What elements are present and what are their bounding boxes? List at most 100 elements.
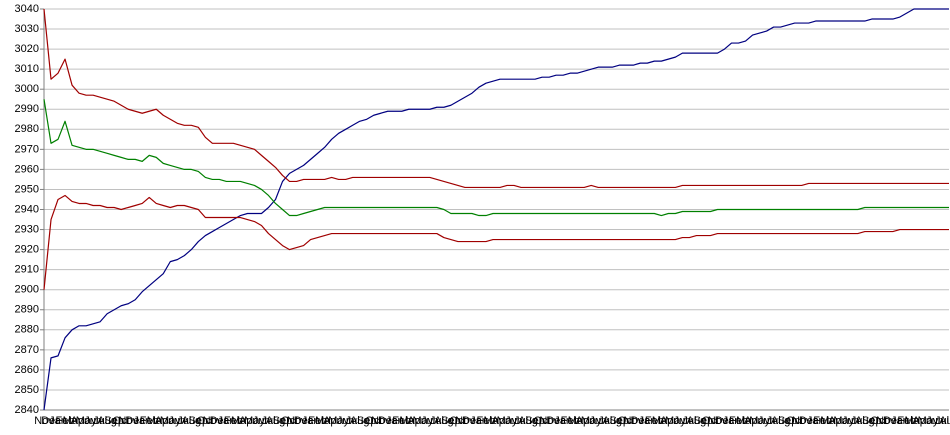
x-tick-label: May — [412, 415, 433, 427]
y-tick-label: 3030 — [15, 23, 39, 35]
x-tick-label: Jan — [470, 415, 488, 427]
y-tick-label: 2900 — [15, 284, 39, 296]
x-tick-label: Jun — [505, 415, 523, 427]
x-tick-label: Sep — [862, 415, 882, 427]
x-tick-label: Jul — [261, 415, 275, 427]
x-tick-label: May — [160, 415, 181, 427]
x-tick-label: Feb — [813, 415, 832, 427]
y-tick-label: 2850 — [15, 384, 39, 396]
x-tick-label: May — [497, 415, 518, 427]
series-line — [43, 8, 949, 189]
x-tick-label: Dec — [41, 415, 61, 427]
y-tick-label: 2880 — [15, 324, 39, 336]
x-tick-label: Apr — [239, 415, 256, 427]
x-tick-label: Jun — [926, 415, 944, 427]
x-tick-label: Oct — [702, 415, 719, 427]
x-tick-label: Sep — [104, 415, 124, 427]
y-tick-label: 2870 — [15, 344, 39, 356]
x-tick-label: Nov — [624, 415, 644, 427]
x-tick-label: May — [328, 415, 349, 427]
x-tick-label: Jun — [253, 415, 271, 427]
x-tick-label: Mar — [484, 415, 503, 427]
x-tick-label: Feb — [224, 415, 243, 427]
x-tick-label: Oct — [870, 415, 887, 427]
x-tick-label: Feb — [140, 415, 159, 427]
x-tick-label: Sep — [694, 415, 714, 427]
x-tick-label: Aug — [266, 415, 286, 427]
x-tick-label: Apr — [323, 415, 340, 427]
x-tick-label: Nov — [203, 415, 223, 427]
series-line — [43, 194, 949, 290]
x-tick-label: Jul — [514, 415, 528, 427]
x-tick-label: Feb — [561, 415, 580, 427]
x-tick-label: Jun — [421, 415, 439, 427]
x-tick-label: Feb — [476, 415, 495, 427]
x-tick-label: Aug — [97, 415, 117, 427]
y-tick-label: 2970 — [15, 143, 39, 155]
x-tick-label: Oct — [113, 415, 130, 427]
x-tick-label: Apr — [828, 415, 845, 427]
y-tick-label: 3040 — [15, 3, 39, 15]
x-tick-label: Aug — [771, 415, 791, 427]
x-tick-label: Apr — [155, 415, 172, 427]
x-tick-label: Jan — [218, 415, 236, 427]
x-tick-label: Dec — [210, 415, 230, 427]
x-tick-label: Jan — [807, 415, 825, 427]
y-tick-label: 2930 — [15, 223, 39, 235]
x-tick-label: May — [749, 415, 770, 427]
x-tick-label: Nov — [876, 415, 896, 427]
x-tick-label: Jul — [598, 415, 612, 427]
x-tick-label: Mar — [147, 415, 166, 427]
x-tick-label: Jul — [767, 415, 781, 427]
y-tick-label: 2890 — [15, 304, 39, 316]
x-tick-label: Sep — [189, 415, 209, 427]
x-tick-label: Oct — [365, 415, 382, 427]
x-tick-label: Sep — [357, 415, 377, 427]
y-tick-label: 2860 — [15, 364, 39, 376]
y-tick-label: 2990 — [15, 103, 39, 115]
y-tick-label: 2910 — [15, 264, 39, 276]
x-tick-label: Feb — [729, 415, 748, 427]
x-tick-label: Sep — [525, 415, 545, 427]
x-tick-label: Jun — [337, 415, 355, 427]
x-tick-label: Aug — [518, 415, 538, 427]
x-tick-label: Jan — [723, 415, 741, 427]
x-tick-label: May — [665, 415, 686, 427]
x-tick-label: Apr — [912, 415, 929, 427]
y-tick-label: 3000 — [15, 83, 39, 95]
x-tick-label: Jan — [302, 415, 320, 427]
x-tick-label: Oct — [618, 415, 635, 427]
y-tick-label: 2920 — [15, 244, 39, 256]
x-tick-label: Jul — [682, 415, 696, 427]
x-tick-label: Jun — [674, 415, 692, 427]
x-tick-label: Apr — [491, 415, 508, 427]
x-tick-label: Sep — [609, 415, 629, 427]
x-tick-label: Mar — [568, 415, 587, 427]
x-tick-label: May — [76, 415, 97, 427]
x-tick-label: Dec — [294, 415, 314, 427]
x-tick-label: Jun — [84, 415, 102, 427]
x-tick-label: Sep — [778, 415, 798, 427]
x-tick-label: Jun — [842, 415, 860, 427]
x-tick-label: Nov — [34, 415, 54, 427]
x-tick-label: Dec — [631, 415, 651, 427]
y-tick-label: 2960 — [15, 163, 39, 175]
x-tick-label: Nov — [287, 415, 307, 427]
x-tick-label: Mar — [736, 415, 755, 427]
x-tick-label: Dec — [799, 415, 819, 427]
x-tick-label: May — [918, 415, 939, 427]
x-tick-label: Apr — [407, 415, 424, 427]
x-tick-label: Dec — [462, 415, 482, 427]
x-tick-label: Jan — [49, 415, 67, 427]
x-tick-label: Aug — [602, 415, 622, 427]
x-tick-label: Apr — [744, 415, 761, 427]
x-tick-label: May — [833, 415, 854, 427]
x-tick-label: Oct — [534, 415, 551, 427]
x-tick-label: May — [244, 415, 265, 427]
x-tick-label: Feb — [308, 415, 327, 427]
x-tick-label: Jul — [346, 415, 360, 427]
x-tick-label: Jan — [386, 415, 404, 427]
x-tick-label: Jul — [430, 415, 444, 427]
x-tick-label: Mar — [63, 415, 82, 427]
x-tick-label: Mar — [315, 415, 334, 427]
